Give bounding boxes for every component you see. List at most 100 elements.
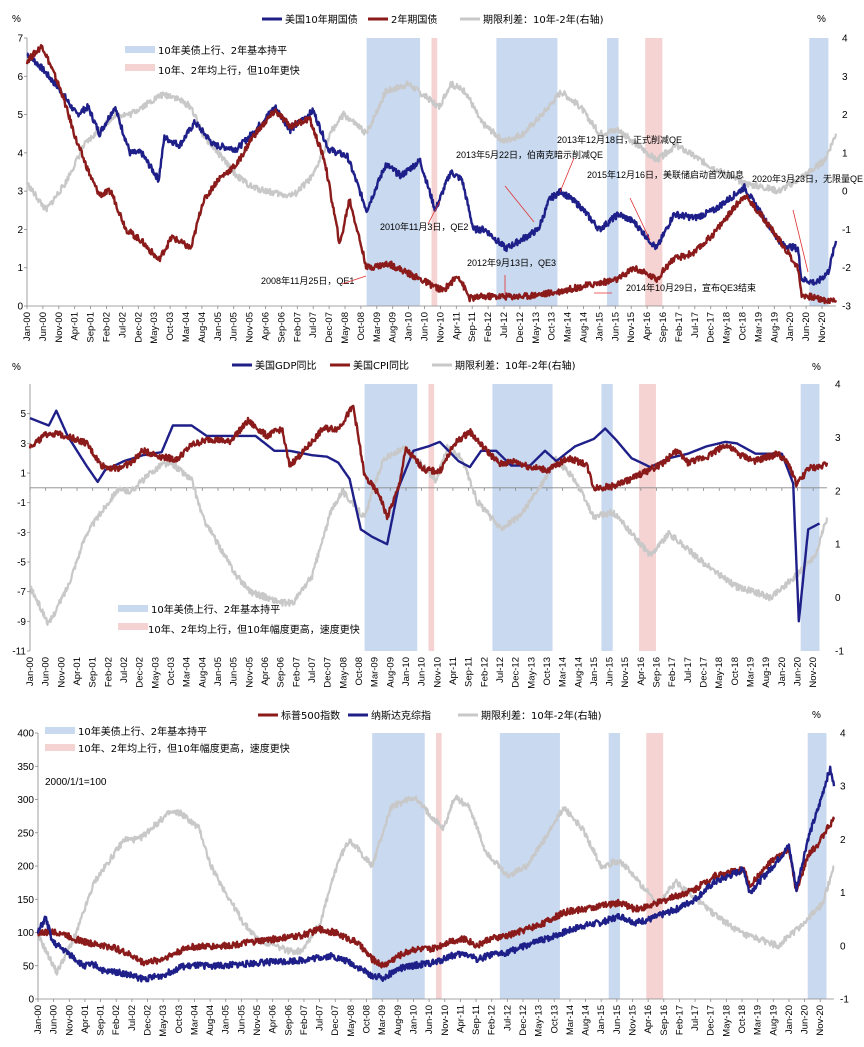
axes: 0 50 100 150 200 250 300 350 400 -1 0 1 2 3 4 Jan-00 Jun… bbox=[17, 729, 849, 1037]
x-tick-label: Jan-20 bbox=[777, 657, 788, 686]
annotation-qe3: 2012年9月13日，QE3 bbox=[467, 257, 556, 268]
x-tick-label: Jun-15 bbox=[605, 657, 616, 686]
annotation-unlimited-qe: 2020年3月23日，无限量QE bbox=[752, 173, 863, 184]
y2-tick-label: -2 bbox=[842, 263, 851, 274]
x-tick-label: Jul-17 bbox=[690, 1005, 701, 1031]
y-tick-label: -9 bbox=[17, 617, 26, 628]
x-tick-label: Aug-14 bbox=[573, 657, 584, 688]
x-tick-label: Jan-15 bbox=[589, 657, 600, 686]
y-tick-label: 5 bbox=[17, 110, 23, 121]
series-lines bbox=[25, 44, 838, 305]
x-tick-label: Jun-00 bbox=[38, 312, 49, 341]
x-tick-label: Mar-04 bbox=[189, 1005, 200, 1035]
x-tick-label: Jun-10 bbox=[420, 312, 431, 341]
x-tick-label: Oct-18 bbox=[730, 657, 741, 686]
x-tick-label: Sep-16 bbox=[659, 1005, 670, 1036]
band-pink-0 bbox=[436, 733, 442, 999]
y2-tick-label: 1 bbox=[835, 540, 841, 551]
y-tick-label: 150 bbox=[17, 895, 34, 906]
x-tick-label: Sep-11 bbox=[471, 1005, 482, 1035]
recession-bands bbox=[364, 384, 820, 651]
x-tick-label: Jun-10 bbox=[424, 1005, 435, 1034]
y-tick-label: -7 bbox=[17, 587, 26, 598]
y2-tick-label: 4 bbox=[835, 380, 841, 391]
x-tick-label: Dec-07 bbox=[324, 312, 335, 343]
y2-axis-unit: % bbox=[812, 362, 821, 373]
x-tick-label: Nov-00 bbox=[56, 657, 67, 688]
x-tick-label: Apr-11 bbox=[451, 312, 462, 340]
x-tick-label: Jun-20 bbox=[800, 1005, 811, 1034]
x-tick-label: Feb-12 bbox=[487, 1005, 498, 1035]
x-tick-label: Apr-01 bbox=[70, 312, 81, 341]
x-tick-label: Jan-10 bbox=[408, 1005, 419, 1034]
band-legend: 10年美债上行、2年基本持平 10年、2年均上行，但10年幅度更高，速度更快 2… bbox=[45, 725, 290, 788]
band-blue-1 bbox=[496, 38, 558, 306]
series-line-1 bbox=[28, 404, 829, 521]
x-tick-label: Jan-15 bbox=[596, 1005, 607, 1034]
base-note: 2000/1/1=100 bbox=[45, 777, 107, 788]
x-tick-label: Jun-15 bbox=[610, 312, 621, 341]
y-tick-label: 1 bbox=[20, 469, 26, 480]
x-tick-label: Jul-17 bbox=[683, 657, 694, 683]
band-blue-0 bbox=[372, 733, 425, 999]
legend-label-nasdaq: 纳斯达克综指 bbox=[371, 709, 431, 722]
x-tick-label: Nov-15 bbox=[620, 657, 631, 688]
x-tick-label: Nov-00 bbox=[64, 1005, 75, 1036]
x-tick-label: Nov-20 bbox=[817, 312, 828, 343]
annotation-first-hike-arrow bbox=[629, 197, 651, 241]
x-tick-label: Feb-02 bbox=[103, 657, 114, 687]
band-legend-pink-swatch bbox=[45, 744, 75, 751]
x-tick-label: Jun-20 bbox=[793, 657, 804, 686]
axes: 0 1 2 3 4 5 6 7 -3 -2 -1 0 1 2 3 4 Jan-00 Jun-00 Nov-00 Apr… bbox=[17, 34, 851, 344]
x-tick-label: Nov-15 bbox=[626, 312, 637, 343]
annotation-taper: 2013年12月18日，正式削减QE bbox=[557, 134, 682, 145]
x-tick-label: Apr-16 bbox=[643, 1005, 654, 1034]
y-tick-label: 300 bbox=[17, 795, 34, 806]
band-legend-pink-swatch bbox=[118, 623, 148, 630]
y-tick-label: 200 bbox=[17, 862, 34, 873]
y-tick-label: 350 bbox=[17, 762, 34, 773]
x-tick-label: Mar-19 bbox=[753, 312, 764, 342]
x-tick-label: Nov-20 bbox=[808, 657, 819, 688]
y-tick-label: 3 bbox=[17, 187, 23, 198]
x-tick-label: Dec-12 bbox=[515, 312, 526, 343]
x-tick-label: Mar-04 bbox=[182, 657, 193, 687]
y-tick-label: 7 bbox=[17, 34, 23, 45]
x-tick-label: Dec-17 bbox=[706, 312, 717, 343]
x-tick-label: Sep-01 bbox=[88, 657, 99, 688]
series-line-2 bbox=[36, 794, 835, 976]
x-tick-label: Mar-09 bbox=[377, 1005, 388, 1035]
annotation-taper-hint: 2013年5月22日，伯南克暗示削减QE bbox=[456, 149, 603, 160]
annotation-unlimited-qe-arrow bbox=[792, 209, 809, 273]
x-tick-label: Feb-07 bbox=[292, 312, 303, 342]
y-tick-label: 400 bbox=[17, 729, 34, 740]
x-tick-label: Jan-00 bbox=[25, 657, 36, 686]
chart-treasury-yields: 0 1 2 3 4 5 6 7 -3 -2 -1 0 1 2 3 4 Jan-00 Jun-00 Nov-00 Apr… bbox=[12, 13, 863, 344]
x-tick-label: Aug-14 bbox=[579, 312, 590, 343]
x-tick-label: Feb-07 bbox=[291, 657, 302, 687]
y2-tick-label: -1 bbox=[842, 225, 851, 236]
x-tick-label: May-03 bbox=[150, 657, 161, 689]
x-tick-label: Feb-02 bbox=[111, 1005, 122, 1035]
x-tick-label: Dec-07 bbox=[323, 657, 334, 688]
x-tick-label: Jun-00 bbox=[49, 1005, 60, 1034]
series-line-1 bbox=[36, 765, 836, 983]
y-tick-label: -1 bbox=[17, 498, 26, 509]
x-tick-label: Feb-07 bbox=[299, 1005, 310, 1035]
x-tick-label: Jun-05 bbox=[236, 1005, 247, 1034]
x-tick-label: Jan-20 bbox=[784, 1005, 795, 1034]
y-tick-label: 4 bbox=[17, 148, 23, 159]
x-tick-label: Apr-11 bbox=[455, 1005, 466, 1033]
x-tick-label: Jan-00 bbox=[22, 312, 33, 341]
x-tick-label: Feb-17 bbox=[667, 657, 678, 687]
legend-label-sp500: 标普500指数 bbox=[281, 709, 340, 722]
x-tick-label: Jun-00 bbox=[41, 657, 52, 686]
x-tick-label: Nov-05 bbox=[252, 1005, 263, 1036]
chart-equity-indices: 0 50 100 150 200 250 300 350 400 -1 0 1 2 3 4 Jan-00 Jun… bbox=[17, 709, 849, 1037]
x-tick-label: Jul-02 bbox=[119, 657, 130, 683]
x-tick-label: Nov-00 bbox=[54, 312, 65, 343]
x-tick-label: Aug-09 bbox=[385, 657, 396, 688]
x-tick-label: Oct-03 bbox=[166, 657, 177, 686]
x-tick-label: Mar-09 bbox=[370, 657, 381, 687]
